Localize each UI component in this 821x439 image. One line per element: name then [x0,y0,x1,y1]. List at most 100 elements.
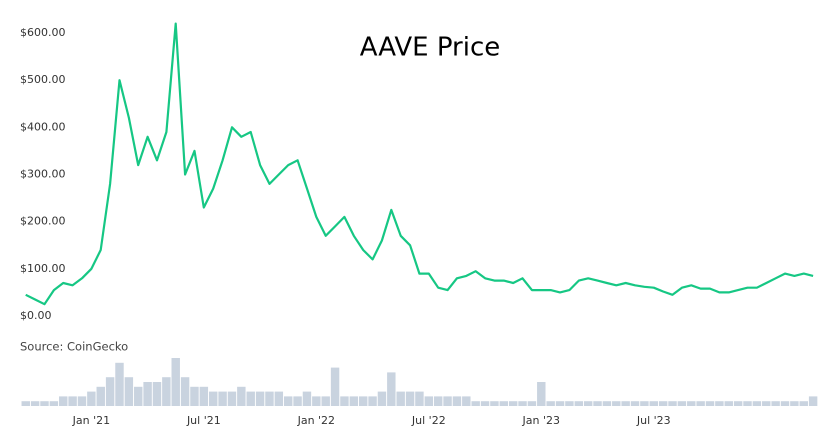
volume-bar [162,377,171,406]
volume-bar [115,362,124,406]
volume-bar [808,396,818,406]
volume-bar [696,401,705,406]
volume-bar [87,391,96,406]
volume-bar [387,372,396,406]
volume-bar [358,396,368,406]
volume-bar [199,386,209,406]
volume-bar [302,391,312,406]
volume-bar [621,401,630,406]
volume-bar [30,401,40,406]
volume-bar [340,396,349,406]
volume-bar [377,391,387,406]
volume-bar [171,358,180,406]
x-tick-label: Jul '22 [411,414,446,427]
volume-bar [518,401,527,406]
volume-bar [246,391,255,406]
source-note: Source: CoinGecko [20,340,128,354]
volume-bar [209,391,218,406]
volume-bar [321,396,330,406]
volume-bar [715,401,724,406]
volume-bar [293,396,302,406]
volume-bar [780,401,790,406]
x-tick-label: Jul '23 [636,414,671,427]
volume-bar [593,401,602,406]
volume-bar [658,401,668,406]
volume-bar [733,401,743,406]
volume-bar [59,396,68,406]
volume-bar [537,382,546,406]
volume-bar [555,401,565,406]
y-tick-label: $100.00 [20,262,66,275]
volume-bar [443,396,452,406]
volume-bar [649,401,658,406]
y-tick-label: $600.00 [20,26,66,39]
volume-bar [490,401,499,406]
volume-bar [574,401,584,406]
volume-bar [105,377,115,406]
x-tick-label: Jan '21 [72,414,110,427]
x-tick-label: Jan '23 [522,414,560,427]
volume-bar [96,386,105,406]
volume-bar [527,401,537,406]
volume-bar [227,391,237,406]
volume-bar [237,386,246,406]
y-tick-label: $500.00 [20,73,66,86]
volume-bar [180,377,190,406]
volume-bar [630,401,640,406]
volume-bar [499,401,509,406]
volume-bar [255,391,265,406]
volume-bar [583,401,593,406]
volume-bar [152,382,162,406]
volume-bar [602,401,612,406]
volume-bar [705,401,715,406]
volume-bar [612,401,621,406]
y-tick-label: $200.00 [20,215,66,228]
volume-bar [77,396,87,406]
volume-bar [368,396,377,406]
volume-bar [68,396,77,406]
volume-bar [480,401,490,406]
volume-bar [274,391,284,406]
volume-bar [405,391,415,406]
volume-bar [143,382,152,406]
volume-bar [283,396,293,406]
volume-bar [762,401,771,406]
volume-bar [312,396,321,406]
volume-bar [396,391,405,406]
volume-bar [190,386,199,406]
volume-bar [799,401,808,406]
volume-bar [40,401,49,406]
volume-bar [330,367,340,406]
volume-bar [21,401,30,406]
volume-bar [508,401,518,406]
volume-bar [124,377,134,406]
volume-bar [677,401,687,406]
volume-bar [134,386,143,406]
volume-bar [462,396,471,406]
volume-bar [424,396,434,406]
y-tick-label: $0.00 [20,309,52,322]
volume-bar [687,401,696,406]
volume-bar [771,401,780,406]
volume-bar [452,396,462,406]
x-tick-label: Jul '21 [186,414,221,427]
volume-bar [471,401,480,406]
volume-bar [218,391,227,406]
volume-bar [415,391,424,406]
volume-bar [433,396,443,406]
volume-bar [640,401,649,406]
volume-bar [49,401,59,406]
volume-bar [349,396,359,406]
volume-bar [546,401,555,406]
volume-bar [790,401,799,406]
volume-bar [265,391,274,406]
y-tick-label: $300.00 [20,168,66,181]
volume-bar [724,401,733,406]
volume-bar [752,401,762,406]
price-line [25,22,814,306]
x-tick-label: Jan '22 [297,414,335,427]
volume-bar [668,401,677,406]
y-tick-label: $400.00 [20,120,66,133]
volume-bar [743,401,752,406]
